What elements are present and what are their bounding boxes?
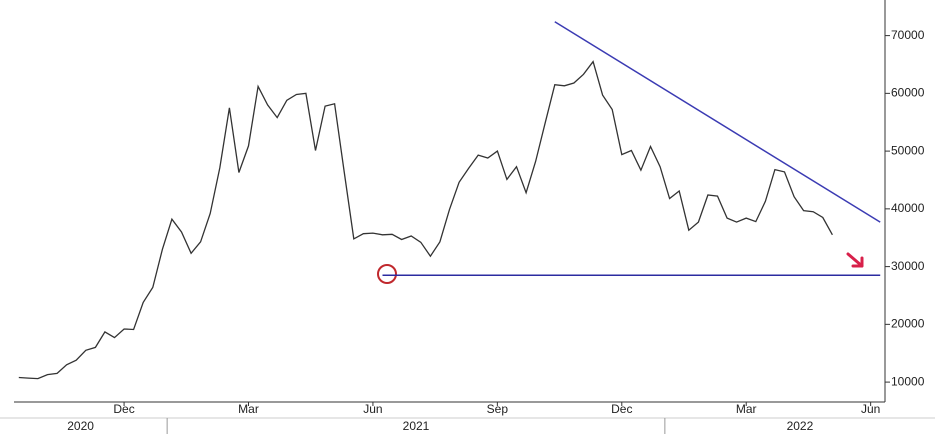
x-tick-label: Mar	[736, 402, 757, 416]
down-arrow	[846, 252, 864, 268]
y-tick-label: 30000	[891, 259, 925, 273]
x-tick-label: Dec	[611, 402, 632, 416]
year-label: 2021	[403, 419, 430, 433]
y-tick-label: 70000	[891, 28, 925, 42]
y-tick-label: 50000	[891, 143, 925, 157]
x-tick-label: Mar	[238, 402, 259, 416]
x-tick-label: Jun	[861, 402, 880, 416]
y-tick-label: 10000	[891, 374, 925, 388]
trend-line	[554, 21, 881, 223]
year-label: 2022	[787, 419, 814, 433]
x-tick-label: Sep	[487, 402, 509, 416]
y-tick-label: 40000	[891, 201, 925, 215]
y-tick-label: 20000	[891, 317, 925, 331]
x-tick-label: Dec	[113, 402, 134, 416]
y-tick-label: 60000	[891, 86, 925, 100]
price-line	[18, 60, 833, 380]
x-tick-label: Jun	[363, 402, 382, 416]
year-label: 2020	[67, 419, 94, 433]
low-marker	[377, 264, 397, 284]
